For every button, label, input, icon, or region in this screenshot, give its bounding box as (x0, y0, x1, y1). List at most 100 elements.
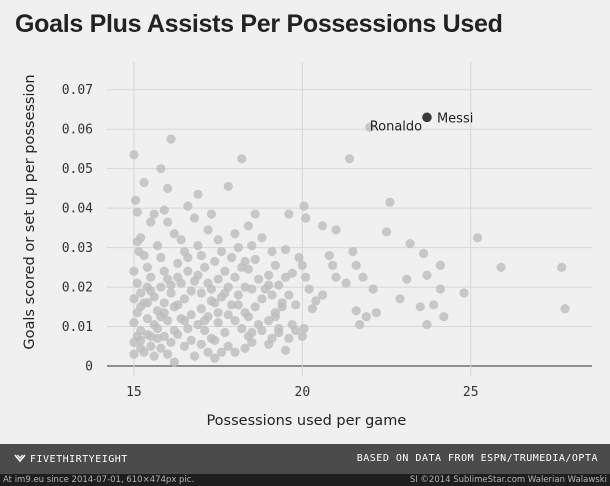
highlight-point (422, 112, 432, 123)
scatter-point (142, 262, 153, 272)
scatter-point (179, 341, 190, 351)
scatter-point (435, 260, 446, 270)
scatter-point (163, 183, 173, 193)
scatter-point (351, 260, 361, 270)
scatter-point (301, 272, 311, 282)
scatter-point (237, 323, 247, 334)
scatter-point (247, 284, 257, 294)
scatter-point (472, 233, 483, 243)
watermark-left-text: At im9.eu since 2014-07-01, 610×474px pi… (3, 475, 195, 485)
scatter-point (304, 284, 314, 294)
x-tick-label: 25 (463, 385, 479, 400)
watermark-right-text: SI ©2014 SublimeStar.com Walerian Walaws… (409, 475, 607, 485)
scatter-point (560, 304, 570, 314)
scatter-point (203, 347, 213, 357)
scatter-point (301, 213, 311, 223)
scatter-point (196, 250, 206, 261)
scatter-point (196, 288, 206, 298)
scatter-point (220, 327, 230, 338)
scatter-point (264, 270, 274, 280)
scatter-point (186, 286, 196, 296)
scatter-point (237, 154, 247, 164)
scatter-point (213, 235, 223, 245)
scatter-point (344, 154, 355, 164)
x-tick-label: 20 (295, 385, 311, 400)
scatter-point (193, 319, 203, 330)
scatter-point (173, 329, 183, 340)
scatter-point (220, 288, 230, 298)
scatter-point (183, 201, 193, 211)
scatter-point (240, 256, 250, 267)
scatter-point (146, 286, 156, 296)
scatter-point (156, 282, 166, 292)
scatter-point (159, 205, 169, 215)
scatter-point (240, 343, 250, 353)
scatter-point (247, 327, 257, 338)
scatter-point (213, 308, 223, 318)
scatter-point (297, 260, 307, 270)
scatter-point (173, 272, 183, 282)
scatter-point (159, 298, 169, 308)
brand: FIVETHIRTYEIGHT (14, 453, 128, 465)
scatter-point (166, 288, 176, 298)
scatter-point (163, 217, 173, 227)
scatter-point (227, 252, 237, 263)
brand-name: FIVETHIRTYEIGHT (30, 454, 128, 465)
scatter-point (311, 296, 321, 306)
scatter-point (260, 284, 270, 294)
scatter-chart: Messi Ronaldo 0 0.01 0.02 0.03 0.04 0.05 0.06 0.… (22, 62, 592, 429)
scatter-point (267, 333, 277, 343)
scatter-point (267, 290, 277, 300)
scatter-point (402, 274, 412, 284)
scatter-point (422, 319, 432, 330)
scatter-point (459, 288, 469, 298)
scatter-point (365, 122, 375, 132)
scatter-point (227, 300, 237, 310)
scatter-point (149, 209, 159, 219)
scatter-point (294, 252, 304, 263)
scatter-point (176, 235, 186, 245)
grid-layer (107, 62, 592, 376)
scatter-point (324, 250, 334, 261)
scatter-point (253, 319, 264, 330)
scatter-point (129, 349, 139, 359)
scatter-point (193, 189, 203, 199)
scatter-point (223, 181, 233, 192)
scatter-point (173, 300, 183, 310)
y-tick-label: 0.03 (62, 241, 93, 256)
scatter-point (156, 343, 166, 353)
scatter-point (233, 300, 243, 310)
scatter-point (159, 308, 169, 318)
scatter-point (422, 270, 432, 280)
scatter-point (284, 209, 294, 219)
data-source-note: BASED ON DATA FROM ESPN/TRUMEDIA/OPTA (356, 453, 598, 464)
scatter-point (163, 349, 173, 359)
scatter-point (223, 310, 233, 320)
scatter-point (274, 323, 284, 334)
scatter-point (169, 229, 179, 239)
scatter-point (213, 274, 223, 284)
scatter-point (328, 260, 338, 270)
scatter-point (159, 331, 169, 341)
scatter-point (250, 209, 260, 219)
scatter-point (179, 316, 190, 326)
scatter-point (395, 294, 405, 304)
scatter-point (149, 351, 159, 361)
scatter-point (129, 266, 139, 276)
scatter-point (418, 248, 429, 259)
scatter-point (146, 331, 156, 341)
scatter-point (210, 335, 220, 345)
scatter-point (233, 290, 243, 300)
scatter-point (230, 229, 240, 239)
y-tick-label: 0 (85, 360, 93, 375)
scatter-point (250, 254, 260, 265)
scatter-point (196, 339, 206, 349)
scatter-point (348, 246, 358, 257)
scatter-point (243, 221, 254, 231)
scatter-point (136, 335, 146, 345)
scatter-point (183, 266, 193, 276)
scatter-point (220, 266, 230, 276)
scatter-point (280, 272, 291, 282)
point-layer (129, 122, 570, 367)
y-tick-label: 0.01 (62, 320, 93, 335)
